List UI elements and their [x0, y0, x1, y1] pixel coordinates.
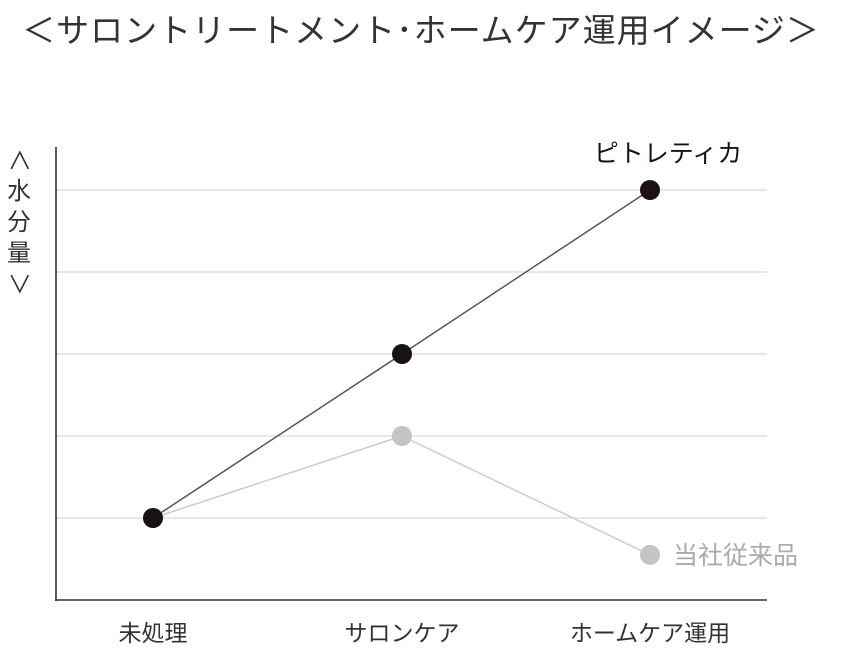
- data-point: [640, 180, 660, 200]
- y-axis-label-char: ＜: [5, 148, 33, 172]
- data-point: [392, 344, 412, 364]
- data-point: [640, 544, 660, 565]
- series-points: [143, 180, 660, 565]
- series-label-2: 当社従来品: [673, 541, 798, 570]
- y-axis-label-char: ＞: [5, 272, 33, 296]
- series-line-2: [152, 435, 651, 556]
- x-tick-label: ホームケア運用: [570, 621, 730, 647]
- x-tick-label: 未処理: [119, 621, 188, 647]
- series-label-1: ピトレティカ: [594, 139, 743, 168]
- data-point: [392, 426, 412, 446]
- axes: [55, 147, 767, 601]
- series-lines: [152, 189, 651, 556]
- y-axis-label: ＜ 水分量 ＞: [5, 148, 33, 296]
- y-axis-label-char: 量: [7, 239, 31, 267]
- data-point: [143, 508, 163, 528]
- y-axis-label-char: 分: [7, 208, 31, 236]
- x-tick-label: サロンケア: [345, 621, 460, 647]
- y-axis-label-char: 水: [7, 177, 31, 205]
- chart-title: ＜サロントリートメント･ホームケア運用イメージ＞: [22, 11, 820, 50]
- x-tick-labels: 未処理 サロンケア ホームケア運用: [119, 621, 731, 647]
